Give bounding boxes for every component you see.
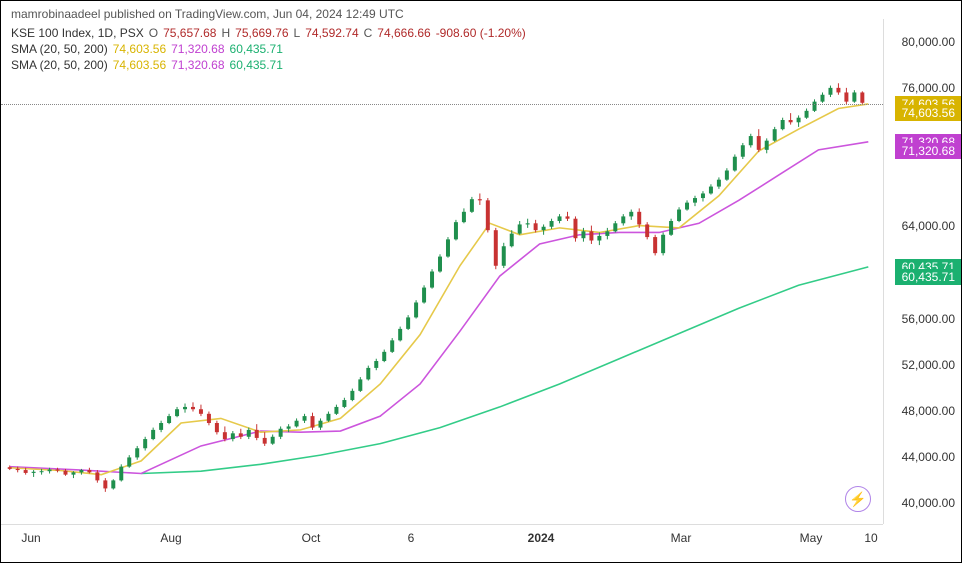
y-tick: 76,000.00 <box>902 81 955 95</box>
y-tick: 80,000.00 <box>902 35 955 49</box>
x-tick: 10 <box>864 531 877 545</box>
price-label: 74,603.56 <box>895 105 961 121</box>
y-tick: 40,000.00 <box>902 496 955 510</box>
price-chart <box>1 19 883 524</box>
price-label: 71,320.68 <box>895 143 961 159</box>
chart-area[interactable] <box>1 19 883 524</box>
x-tick: Jun <box>21 531 40 545</box>
bolt-icon[interactable]: ⚡ <box>845 486 871 512</box>
y-tick: 56,000.00 <box>902 312 955 326</box>
last-price-line <box>1 104 883 105</box>
x-tick: Aug <box>160 531 181 545</box>
y-axis[interactable]: 40,000.00 44,000.00 48,000.00 52,000.00 56,0… <box>883 19 961 524</box>
price-label: 60,435.71 <box>895 269 961 285</box>
chart-container: mamrobinaadeel published on TradingView.… <box>0 0 962 563</box>
x-tick: 2024 <box>528 531 555 545</box>
y-tick: 64,000.00 <box>902 219 955 233</box>
x-tick: May <box>800 531 823 545</box>
y-tick: 52,000.00 <box>902 358 955 372</box>
x-axis[interactable]: Jun Aug Oct 6 2024 Mar May 10 <box>1 524 883 562</box>
x-tick: 6 <box>408 531 415 545</box>
y-tick: 48,000.00 <box>902 404 955 418</box>
x-tick: Mar <box>671 531 692 545</box>
x-tick: Oct <box>302 531 321 545</box>
y-tick: 44,000.00 <box>902 450 955 464</box>
